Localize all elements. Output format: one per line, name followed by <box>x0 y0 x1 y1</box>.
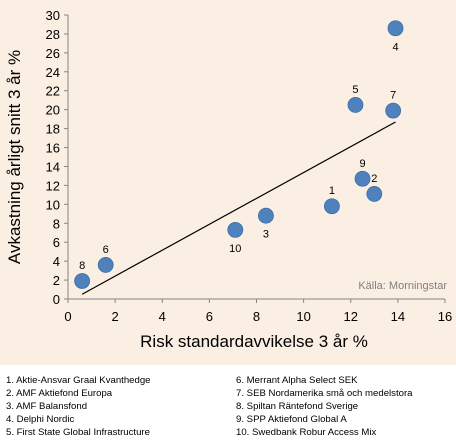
points-group: 1 2 3 4 5 6 7 8 9 10 <box>74 20 404 289</box>
data-point <box>227 221 244 238</box>
legend-item: 7. SEB Nordamerika små och medelstora <box>236 388 413 399</box>
source-annotation: Källa: Morningstar <box>358 280 447 292</box>
y-tick-label: 24 <box>46 65 60 80</box>
x-tick-label: 10 <box>296 309 310 324</box>
y-tick-label: 22 <box>46 84 60 99</box>
y-tick-label: 0 <box>53 292 60 307</box>
y-tick-label: 20 <box>46 103 60 118</box>
data-label: 1 <box>329 185 335 197</box>
legend-column-right: 6. Merrant Alpha Select SEK 7. SEB Norda… <box>236 374 413 439</box>
data-point <box>385 102 402 119</box>
legend-column-left: 1. Aktie-Ansvar Graal Kvanthedge 2. AMF … <box>6 374 151 439</box>
data-label: 6 <box>103 244 109 256</box>
data-label: 7 <box>390 90 396 102</box>
y-tick-label: 26 <box>46 46 60 61</box>
data-label: 5 <box>352 84 358 96</box>
legend-item: 4. Delphi Nordic <box>6 414 75 425</box>
legend-item: 5. First State Global Infrastructure <box>6 427 150 438</box>
trendline-group <box>81 121 396 295</box>
legend-item: 9. SPP Aktiefond Global A <box>236 414 347 425</box>
x-tick-label: 4 <box>159 309 166 324</box>
y-tick-label: 14 <box>46 159 60 174</box>
x-tick-label: 12 <box>344 309 358 324</box>
data-point <box>387 20 404 37</box>
y-tick-label: 18 <box>46 122 60 137</box>
data-label: 10 <box>229 243 241 255</box>
data-point <box>366 186 383 202</box>
legend-item: 10. Swedbank Robur Access Mix <box>236 427 377 438</box>
legend-item: 2. AMF Aktiefond Europa <box>6 388 113 399</box>
data-label: 2 <box>371 173 377 185</box>
data-label: 4 <box>392 41 398 53</box>
x-tick-label: 2 <box>112 309 119 324</box>
data-point <box>354 170 371 187</box>
y-tick-label: 16 <box>46 141 60 156</box>
y-axis-label: Avkastning årligt snitt 3 år % <box>5 50 24 264</box>
x-tick-label: 6 <box>206 309 213 324</box>
data-label: 9 <box>359 158 365 170</box>
y-tick-label: 10 <box>46 197 60 212</box>
data-point <box>323 198 340 215</box>
data-point <box>347 97 364 113</box>
data-label: 8 <box>79 260 85 272</box>
legend-item: 1. Aktie-Ansvar Graal Kvanthedge <box>6 375 151 386</box>
y-tick-label: 8 <box>53 216 60 231</box>
y-tick-label: 12 <box>46 178 60 193</box>
data-point <box>258 207 274 224</box>
y-tick-label: 28 <box>46 27 60 42</box>
legend-item: 6. Merrant Alpha Select SEK <box>236 375 358 386</box>
data-point <box>97 257 114 273</box>
legend: 1. Aktie-Ansvar Graal Kvanthedge 2. AMF … <box>0 365 456 444</box>
trendline <box>81 121 396 295</box>
y-tick-label: 6 <box>53 235 60 250</box>
y-tick-label: 2 <box>53 273 60 288</box>
y-tick-label: 4 <box>53 254 60 269</box>
x-tick-label: 8 <box>253 309 260 324</box>
x-axis-label: Risk standardavvikelse 3 år % <box>140 332 368 351</box>
data-point <box>74 273 91 289</box>
legend-item: 3. AMF Balansfond <box>6 401 88 412</box>
x-tick-label: 0 <box>64 309 71 324</box>
data-label: 3 <box>263 229 269 241</box>
y-tick-label: 30 <box>46 8 60 23</box>
x-tick-label: 14 <box>391 309 405 324</box>
x-tick-label: 16 <box>438 309 452 324</box>
legend-item: 8. Spiltan Räntefond Sverige <box>236 401 359 412</box>
